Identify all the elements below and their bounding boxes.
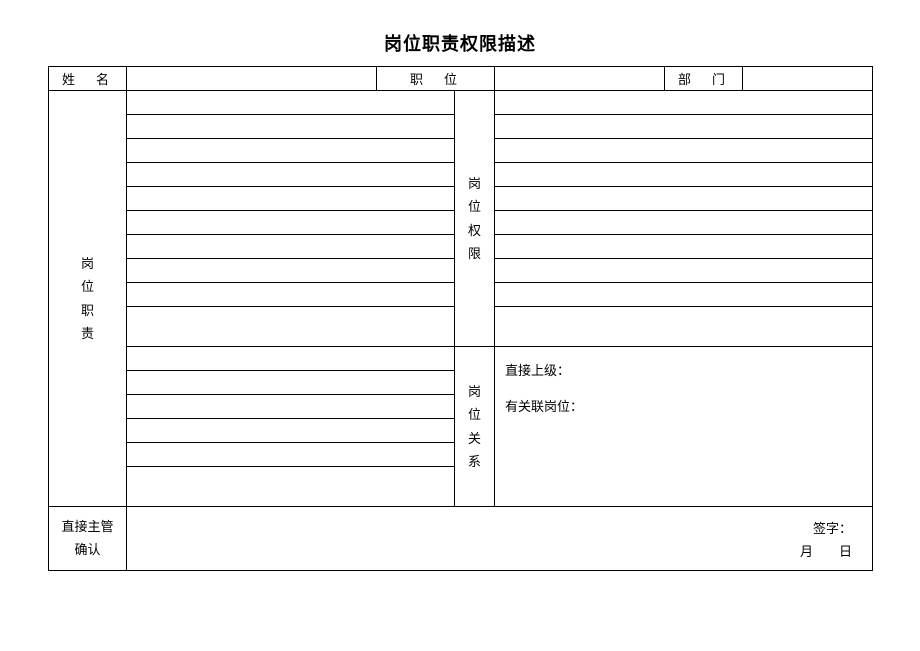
duty-row	[127, 347, 455, 371]
duty-row	[127, 91, 455, 115]
label-department: 部 门	[665, 67, 743, 91]
duty-row	[127, 187, 455, 211]
duty-row	[127, 259, 455, 283]
label-duty: 岗 位 职 责	[49, 91, 127, 507]
relation-related: 有关联岗位：	[505, 389, 862, 425]
page-title: 岗位职责权限描述	[48, 30, 872, 56]
auth-row	[495, 139, 873, 163]
auth-row	[495, 235, 873, 259]
label-position: 职 位	[377, 67, 495, 91]
value-name	[127, 67, 377, 91]
auth-row	[495, 211, 873, 235]
signature-label: 签字：	[800, 517, 852, 540]
duty-row	[127, 211, 455, 235]
duty-row	[127, 283, 455, 307]
auth-row	[495, 307, 873, 347]
duty-row	[127, 467, 455, 507]
label-confirm: 直接主管 确认	[49, 507, 127, 571]
label-relation: 岗 位 关 系	[455, 347, 495, 507]
auth-row	[495, 91, 873, 115]
auth-row	[495, 283, 873, 307]
form-table: 姓 名 职 位 部 门 岗 位 职 责 岗 位 权 限	[48, 66, 873, 571]
value-department	[743, 67, 873, 91]
label-auth: 岗 位 权 限	[455, 91, 495, 347]
auth-row	[495, 259, 873, 283]
label-name: 姓 名	[49, 67, 127, 91]
duty-row	[127, 443, 455, 467]
duty-row	[127, 163, 455, 187]
duty-row	[127, 371, 455, 395]
auth-row	[495, 187, 873, 211]
duty-row	[127, 235, 455, 259]
date-label: 月 日	[800, 540, 852, 563]
duty-row	[127, 395, 455, 419]
duty-row	[127, 115, 455, 139]
relation-superior: 直接上级：	[505, 353, 862, 389]
duty-row	[127, 307, 455, 347]
auth-row	[495, 163, 873, 187]
footer-sign-area: 签字： 月 日	[127, 507, 873, 571]
duty-row	[127, 139, 455, 163]
auth-row	[495, 115, 873, 139]
duty-row	[127, 419, 455, 443]
value-position	[495, 67, 665, 91]
relation-content: 直接上级： 有关联岗位：	[495, 347, 873, 507]
